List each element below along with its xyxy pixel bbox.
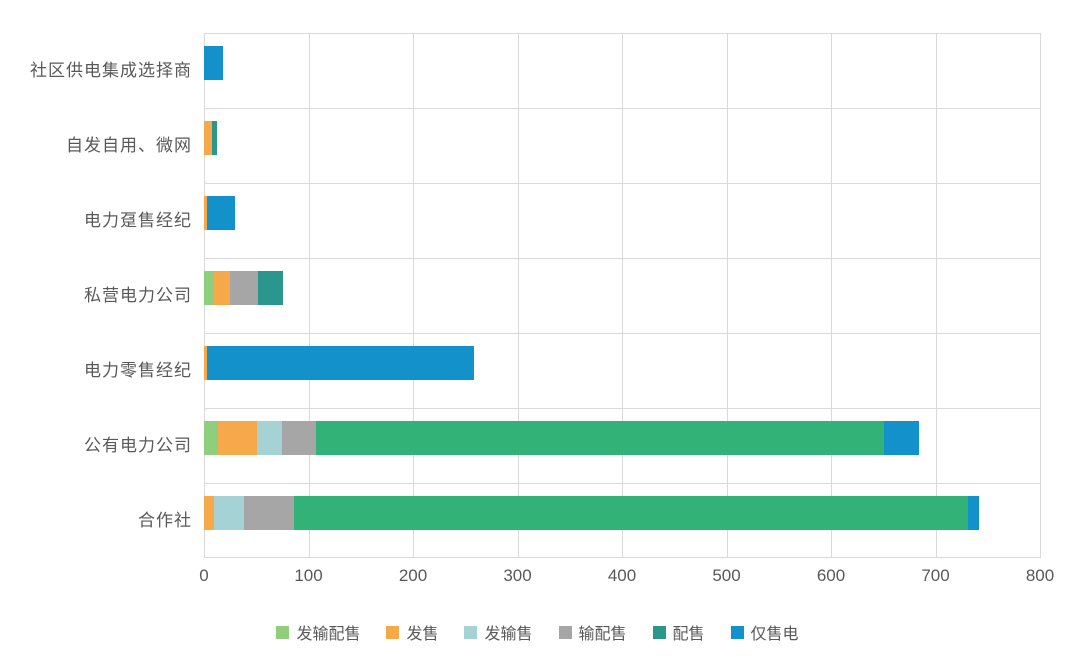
legend-item-仅售电: 仅售电	[730, 620, 799, 644]
legend-item-发输配售: 发输配售	[276, 620, 360, 644]
legend-item-配售: 配售	[652, 620, 705, 644]
bar-segment-输配售	[230, 271, 259, 305]
horizontal-gridline	[204, 483, 1040, 484]
horizontal-gridline	[204, 33, 1040, 34]
bar-segment-配售	[258, 271, 284, 305]
y-axis-label: 电力零售经纪	[84, 361, 192, 380]
legend-label: 输配售	[578, 626, 627, 643]
y-axis-label: 社区供电集成选择商	[30, 61, 192, 80]
x-axis-tick-label: 600	[816, 566, 846, 585]
legend-swatch-icon	[386, 625, 400, 639]
y-axis-label: 合作社	[138, 511, 192, 530]
bar-segment-发输售	[257, 421, 283, 455]
x-axis-tick-label: 300	[503, 566, 532, 585]
bar-segment-配售	[293, 496, 968, 530]
vertical-gridline	[831, 33, 832, 558]
bar-segment-输配售	[282, 421, 316, 455]
bar-segment-发输配售	[204, 271, 215, 305]
bar-row	[204, 46, 1040, 80]
x-axis-tick-label: 200	[398, 566, 428, 585]
legend-label: 发售	[406, 626, 439, 643]
legend-label: 发输配售	[296, 626, 361, 643]
legend-item-发输售: 发输售	[464, 620, 533, 644]
vertical-gridline	[517, 33, 519, 558]
x-axis-tick-label: 800	[1025, 566, 1055, 585]
y-axis-label: 电力趸售经纪	[84, 211, 192, 230]
horizontal-gridline	[204, 333, 1040, 334]
bar-segment-发输配售	[204, 421, 218, 455]
legend-swatch-icon	[276, 625, 290, 639]
horizontal-gridline	[204, 183, 1040, 184]
bar-row	[204, 271, 1040, 305]
bar-row	[204, 196, 1040, 230]
legend-label: 发输售	[484, 626, 533, 643]
legend-swatch-icon	[652, 625, 666, 639]
bar-row	[204, 121, 1040, 155]
horizontal-gridline	[204, 557, 1040, 558]
legend-swatch-icon	[558, 625, 572, 639]
bar-segment-仅售电	[207, 346, 474, 380]
bar-segment-配售	[315, 421, 885, 455]
legend-swatch-icon	[464, 625, 478, 639]
bar-segment-发输售	[214, 496, 244, 530]
vertical-gridline	[413, 33, 414, 558]
x-axis-tick-label: 100	[294, 566, 323, 585]
bar-segment-仅售电	[967, 496, 980, 530]
bar-row	[204, 496, 1040, 530]
bar-segment-发售	[204, 121, 213, 155]
legend-swatch-icon	[730, 625, 744, 639]
bar-row	[204, 346, 1040, 380]
horizontal-gridline	[204, 258, 1040, 259]
bar-segment-配售	[212, 121, 217, 155]
x-axis-tick-label: 400	[607, 566, 637, 585]
bar-row	[204, 421, 1040, 455]
x-axis-tick-label: 0	[199, 566, 209, 585]
x-axis-tick-label: 700	[921, 566, 950, 585]
plot-area	[204, 33, 1041, 558]
y-axis-label: 自发自用、微网	[66, 136, 192, 155]
vertical-gridline	[1040, 33, 1041, 558]
bar-segment-仅售电	[204, 46, 223, 80]
bar-segment-发售	[204, 196, 208, 230]
vertical-gridline	[935, 33, 937, 558]
horizontal-gridline	[204, 408, 1040, 409]
bar-segment-发售	[204, 346, 208, 380]
horizontal-gridline	[204, 108, 1040, 109]
x-axis-tick-label: 500	[712, 566, 741, 585]
bar-segment-发售	[204, 496, 215, 530]
vertical-gridline	[308, 33, 310, 558]
legend: 发输配售 发售 发输售 输配售 配售 仅售电	[0, 620, 1075, 644]
bar-segment-仅售电	[207, 196, 236, 230]
legend-item-发售: 发售	[386, 620, 438, 644]
vertical-gridline	[726, 33, 728, 558]
vertical-gridline	[622, 33, 623, 558]
bar-segment-发售	[217, 421, 258, 455]
bar-segment-发售	[214, 271, 231, 305]
y-axis-label: 公有电力公司	[84, 436, 192, 455]
legend-label: 仅售电	[750, 626, 799, 643]
legend-label: 配售	[672, 626, 705, 643]
bar-segment-仅售电	[884, 421, 919, 455]
bar-segment-输配售	[243, 496, 294, 530]
legend-item-输配售: 输配售	[558, 620, 627, 644]
y-axis-label: 私营电力公司	[84, 286, 192, 305]
